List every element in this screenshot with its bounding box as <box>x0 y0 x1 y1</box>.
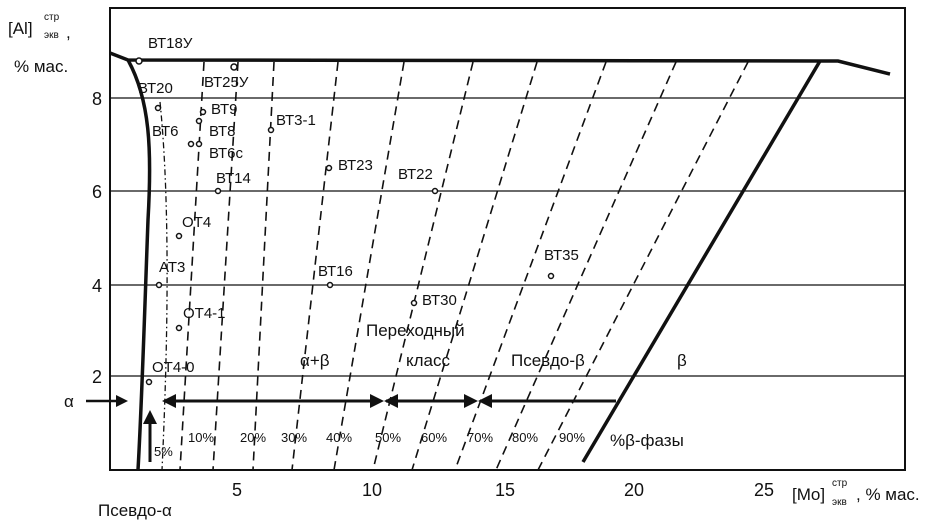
pct-label: 5% <box>154 444 173 459</box>
pct-label: 30% <box>281 430 307 445</box>
y-tick-4: 4 <box>92 276 102 296</box>
alloy-label: ОТ4-0 <box>152 359 195 376</box>
y-tick-6: 6 <box>92 182 102 202</box>
horizontal-grid <box>110 97 905 377</box>
pseudo-alpha-arrow <box>143 410 157 462</box>
alloy-point <box>267 126 275 134</box>
alloy-label: ОТ4-1 <box>183 305 226 322</box>
region-alpha-beta-label: α+β <box>300 351 330 370</box>
iso-beta-60 <box>372 61 474 471</box>
beta-percent-labels: 5% 10% 20% 30% 40% 50% 60% 70% 80% 90% <box>154 430 585 459</box>
pct-label: 90% <box>559 430 585 445</box>
alloy-point <box>175 324 183 332</box>
iso-beta-40 <box>291 61 339 471</box>
iso-beta-20 <box>212 61 239 471</box>
alloy-point <box>154 104 162 112</box>
iso-beta-10 <box>179 61 205 471</box>
alloy-label: ВТ16 <box>318 263 353 280</box>
x-title-main: [Mo] <box>792 485 825 504</box>
alloy-point <box>145 378 153 386</box>
alloy-label: ВТ35 <box>544 247 579 264</box>
x-tick-20: 20 <box>624 480 644 500</box>
x-tick-25: 25 <box>754 480 774 500</box>
alpha-boundary-curve <box>126 59 152 471</box>
alloy-label: ВТ23 <box>338 157 373 174</box>
plot-frame <box>109 7 906 471</box>
x-title-sup: стр <box>832 478 848 489</box>
pct-label: 10% <box>188 430 214 445</box>
region-beta-label: β <box>677 351 687 370</box>
alloy-point <box>410 299 418 307</box>
pct-label: 50% <box>375 430 401 445</box>
x-axis-unit: , % мас. <box>856 485 920 504</box>
y-title-main: [Al] <box>8 19 33 38</box>
alloy-label: ОТ4 <box>182 214 211 231</box>
iso-beta-80 <box>454 61 607 471</box>
x-tick-5: 5 <box>232 480 242 500</box>
top-boundary-line <box>109 51 891 76</box>
pct-label: 60% <box>421 430 447 445</box>
x-tick-10: 10 <box>362 480 382 500</box>
beta-phase-label: %β-фазы <box>610 431 684 450</box>
alloy-label: ВТ14 <box>216 170 251 187</box>
pct-label: 70% <box>467 430 493 445</box>
alloy-label: ВТ8 <box>209 123 236 140</box>
y-tick-2: 2 <box>92 367 102 387</box>
class-range-arrowheads <box>162 394 492 408</box>
alloy-label: ВТ3-1 <box>276 112 316 129</box>
alloy-point <box>175 232 183 240</box>
alloy-label: ВТ6с <box>209 145 244 162</box>
alloy-point <box>199 108 207 116</box>
alloy-point <box>195 140 203 148</box>
alloy-points <box>135 57 555 386</box>
iso-beta-lines <box>179 61 749 471</box>
iso-beta-50 <box>333 61 405 471</box>
alloy-label: ВТ22 <box>398 166 433 183</box>
x-tick-15: 15 <box>495 480 515 500</box>
x-axis-title: [Mo] стр экв , % мас. <box>792 478 920 508</box>
iso-beta-100 <box>537 61 749 471</box>
iso-beta-30 <box>252 61 275 471</box>
alloy-label: ВТ9 <box>211 101 238 118</box>
pseudo-alpha-border <box>159 101 168 471</box>
alloy-labels: ВТ18У ВТ25У ВТ20 ВТ9 ВТ8 ВТ6 ВТ6с ВТ3-1 … <box>138 35 579 376</box>
alloy-label: ВТ6 <box>152 123 179 140</box>
alloy-point <box>547 272 555 280</box>
y-tick-8: 8 <box>92 89 102 109</box>
y-axis-unit: % мас. <box>14 57 68 76</box>
alloy-point <box>214 187 222 195</box>
alloy-label: ВТ30 <box>422 292 457 309</box>
alloy-label: ВТ18У <box>148 35 193 52</box>
iso-beta-70 <box>411 61 538 471</box>
y-title-sup: стр <box>44 12 60 23</box>
region-pseudo-alpha-label: Псевдо-α <box>98 501 172 520</box>
pct-label: 20% <box>240 430 266 445</box>
alloy-point <box>230 63 238 71</box>
alloy-label: ВТ20 <box>138 80 173 97</box>
alloy-point <box>135 57 143 65</box>
y-title-sub: экв <box>44 30 59 41</box>
alloy-label: АТ3 <box>159 259 185 276</box>
alloy-point <box>431 187 439 195</box>
region-transition-label-2: класс <box>406 351 451 370</box>
alloy-point <box>325 164 333 172</box>
pct-label: 80% <box>512 430 538 445</box>
region-pseudo-beta-label: Псевдо-β <box>511 351 585 370</box>
y-axis-title: [Al] стр экв , % мас. <box>8 12 71 76</box>
alloy-point <box>155 281 163 289</box>
pct-label: 40% <box>326 430 352 445</box>
alloy-point <box>326 281 334 289</box>
x-title-sub: экв <box>832 497 847 508</box>
beta-boundary-line <box>581 60 822 463</box>
alloy-label: ВТ25У <box>204 74 249 91</box>
iso-beta-90 <box>495 61 677 471</box>
region-alpha-label: α <box>64 392 74 411</box>
alloy-point <box>187 140 195 148</box>
y-title-comma: , <box>66 23 71 42</box>
alloy-point <box>195 117 203 125</box>
alpha-arrow <box>86 395 128 407</box>
region-transition-label-1: Переходный <box>366 321 465 340</box>
